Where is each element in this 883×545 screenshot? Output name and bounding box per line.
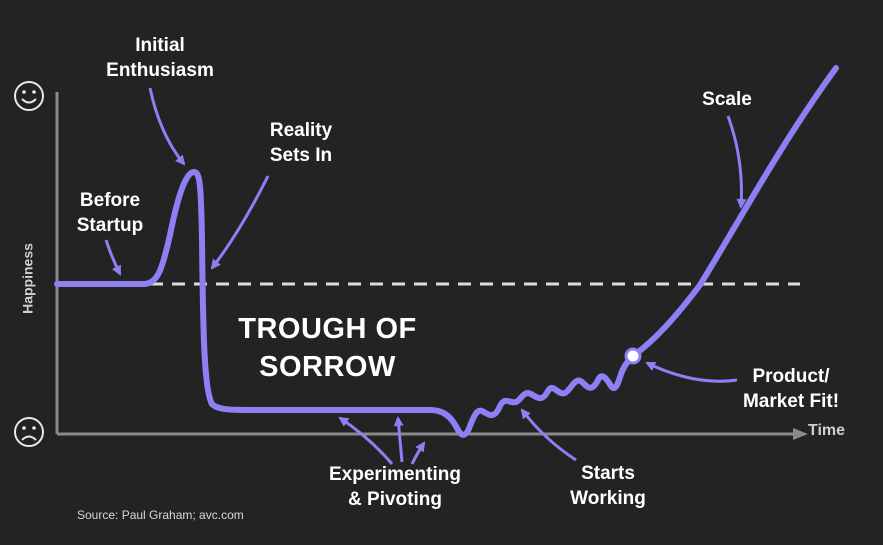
label-before-line1: Before	[79, 190, 141, 211]
label-reality-line1: Reality	[269, 120, 333, 141]
label-starts-working: Starts Working	[558, 461, 658, 511]
label-reality-sets-in: Reality Sets In	[251, 118, 351, 168]
label-pmf-line1: Product/	[752, 366, 830, 387]
label-experimenting-pivoting: Experimenting & Pivoting	[315, 462, 475, 512]
label-trough-of-sorrow: TROUGH OF SORROW	[215, 310, 440, 386]
arrow-starts-working	[520, 408, 577, 462]
arrow-experimenting-3	[410, 441, 426, 465]
happiness-curve	[54, 65, 839, 438]
product-market-fit-point	[624, 347, 642, 365]
label-reality-line2: Sets In	[269, 145, 333, 166]
arrow-before-startup	[104, 239, 122, 276]
label-starts-line2: Working	[570, 488, 646, 509]
frowny-face-icon	[14, 417, 44, 447]
arrow-experimenting-2	[393, 416, 404, 463]
label-before-startup: Before Startup	[60, 188, 160, 238]
label-initial-line1: Initial	[135, 35, 185, 56]
source-caption: Source: Paul Graham; avc.com	[77, 508, 244, 522]
label-experimenting-line1: Experimenting	[329, 464, 461, 485]
arrow-initial-enthusiasm	[148, 87, 186, 166]
x-axis-label: Time	[808, 422, 846, 439]
arrow-product-market-fit	[645, 361, 738, 383]
label-initial-enthusiasm: Initial Enthusiasm	[95, 33, 225, 83]
label-trough-line2: SORROW	[259, 351, 396, 383]
x-axis-arrowhead	[793, 428, 808, 440]
smiley-face-icon	[14, 81, 44, 111]
label-product-market-fit: Product/ Market Fit!	[726, 364, 856, 414]
y-axis-label: Happiness	[19, 243, 36, 314]
label-before-line2: Startup	[76, 215, 144, 236]
arrow-scale	[726, 115, 747, 209]
label-scale: Scale	[702, 89, 752, 110]
label-pmf-line2: Market Fit!	[742, 391, 840, 412]
arrow-reality-sets-in	[210, 175, 270, 270]
label-initial-line2: Enthusiasm	[106, 60, 214, 81]
label-starts-line1: Starts	[581, 463, 635, 484]
label-trough-line1: TROUGH OF	[238, 313, 417, 345]
arrow-experimenting-1	[338, 416, 394, 465]
label-experimenting-line2: & Pivoting	[348, 489, 442, 510]
